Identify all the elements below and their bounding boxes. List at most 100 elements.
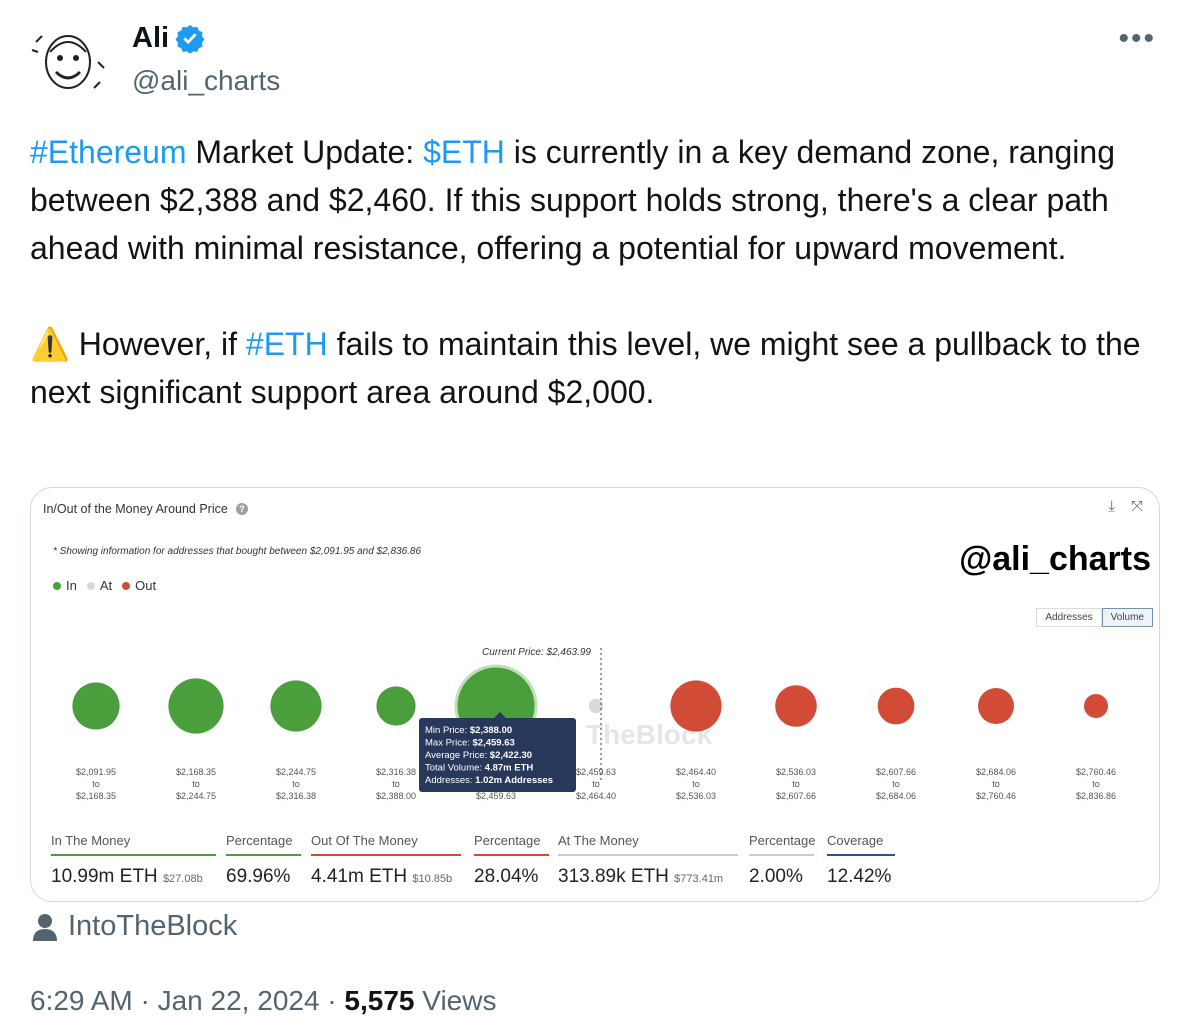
range-label: $2,536.03: [776, 767, 816, 777]
help-icon: ?: [235, 503, 248, 515]
range-label: $2,244.75: [276, 767, 316, 777]
range-label: $2,464.40: [576, 791, 616, 801]
tweet-text-segment: is currently in a key demand zone, rangi…: [30, 134, 1124, 266]
range-label: $2,091.95: [76, 767, 116, 777]
stat-at-the-money: At The Money 313.89k ETH $773.41m: [558, 833, 738, 888]
range-to: to: [92, 779, 100, 789]
legend-dot: [53, 581, 61, 590]
tooltip-key: Max Price:: [425, 738, 473, 749]
tooltip-row: Min Price: $2,388.00: [425, 725, 512, 736]
tweet-media-card[interactable]: In/Out of the Money Around Price ? ⤓ ⤧ *…: [30, 487, 1160, 902]
tooltip-row: Addresses: 1.02m Addresses: [425, 775, 553, 786]
bubble-at: [588, 698, 604, 714]
tooltip-box: [419, 718, 576, 792]
legend-item-out: Out: [122, 578, 156, 593]
card-toolbar: ⤓ ⤧: [1108, 498, 1143, 515]
range-label: $2,684.06: [876, 791, 916, 801]
tweet-text-segment: ⚠️ However, if: [30, 326, 246, 362]
bubble-in: [168, 678, 224, 734]
stat-usd-value: $27.08b: [162, 873, 203, 885]
metric-toggle: Addresses Volume: [1036, 608, 1153, 627]
stat-value: 2.00%: [749, 866, 803, 887]
stat-usd-value: $10.85b: [412, 873, 453, 885]
range-to: to: [1092, 779, 1100, 789]
tooltip-value: $2,422.30: [490, 750, 532, 761]
range-to: to: [392, 779, 400, 789]
stat-percentage: Percentage 69.96%: [226, 833, 301, 888]
range-to: to: [292, 779, 300, 789]
tooltip-key: Total Volume:: [425, 763, 485, 774]
legend-item-at: At: [86, 578, 113, 593]
stat-in-the-money: In The Money 10.99m ETH $27.08b: [51, 833, 216, 888]
tweet-text-segment: Market Update:: [186, 134, 424, 170]
range-label: $2,459.63: [576, 767, 616, 777]
more-options-icon[interactable]: •••: [1118, 22, 1156, 55]
bubble-out: [877, 687, 915, 725]
tweet-author: Ali @ali_charts: [132, 20, 280, 100]
avatar-meme-face-icon: [31, 35, 105, 89]
range-to: to: [792, 779, 800, 789]
range-label: $2,168.35: [176, 767, 216, 777]
stat-label: At The Money: [558, 833, 738, 856]
download-icon: ⤓: [1108, 498, 1115, 515]
chart-title-text: In/Out of the Money Around Price: [43, 502, 228, 516]
stat-label: In The Money: [51, 833, 216, 856]
range-label: $2,836.86: [1076, 791, 1116, 801]
tooltip-arrow: [494, 712, 506, 718]
legend-dot: [86, 581, 95, 590]
stat-out-of-the-money: Out Of The Money 4.41m ETH $10.85b: [311, 833, 461, 888]
bubble-out: [775, 685, 817, 727]
stat-value: 12.42%: [827, 866, 892, 887]
verified-badge-icon[interactable]: [175, 23, 205, 53]
toggle-addresses: Addresses: [1036, 608, 1102, 627]
stat-label: Percentage: [474, 833, 549, 856]
legend-label: At: [99, 578, 113, 593]
tooltip-value: 1.02m Addresses: [475, 775, 553, 786]
range-label: $2,244.75: [176, 791, 216, 801]
stat-label: Percentage: [749, 833, 816, 856]
tweet-paragraph-1: #Ethereum Market Update: $ETH is current…: [30, 134, 1124, 266]
legend-label: In: [66, 578, 77, 593]
stat-value: 69.96%: [226, 866, 291, 887]
bubble-out: [978, 688, 1014, 724]
tooltip-key: Addresses:: [425, 775, 475, 786]
range-label: $2,760.46: [976, 791, 1016, 801]
range-label: $2,316.38: [276, 791, 316, 801]
range-to: to: [892, 779, 900, 789]
bubble-chart: TheBlock$2,091.95to$2,168.35$2,168.35to$…: [72, 647, 1116, 801]
range-label: $2,607.66: [776, 791, 816, 801]
range-label: $2,316.38: [376, 767, 416, 777]
hashtag-link[interactable]: $ETH: [423, 134, 505, 170]
views-label: Views: [414, 985, 497, 1016]
hashtag-link[interactable]: #ETH: [245, 326, 328, 362]
stat-label: Coverage: [827, 833, 895, 856]
range-to: to: [992, 779, 1000, 789]
hashtag-link[interactable]: #Ethereum: [30, 134, 187, 170]
tweet-paragraph-2: ⚠️ However, if #ETH fails to maintain th…: [30, 326, 1149, 410]
chart-note: * Showing information for addresses that…: [53, 546, 422, 557]
author-name[interactable]: Ali: [132, 22, 170, 54]
tweet-timestamp[interactable]: 6:29 AM · Jan 22, 2024 ·: [30, 985, 345, 1016]
expand-icon: ⤧: [1130, 498, 1143, 515]
range-label: $2,760.46: [1076, 767, 1116, 777]
range-label: $2,684.06: [976, 767, 1016, 777]
tweet-meta: 6:29 AM · Jan 22, 2024 · 5,575 Views: [30, 985, 496, 1017]
stat-value: 10.99m ETH $27.08b: [51, 866, 203, 887]
range-label: $2,607.66: [876, 767, 916, 777]
range-label: $2,168.35: [76, 791, 116, 801]
range-label: $2,464.40: [676, 767, 716, 777]
media-source[interactable]: IntoTheBlock: [32, 910, 237, 943]
avatar[interactable]: [28, 22, 108, 102]
tweet-text-segment: fails to maintain this level, we might s…: [30, 326, 1150, 410]
author-handle[interactable]: @ali_charts: [132, 65, 281, 96]
tweet-text: #Ethereum Market Update: $ETH is current…: [30, 128, 1165, 416]
chart-legend: In At Out: [53, 578, 156, 593]
tooltip-row: Max Price: $2,459.63: [425, 738, 515, 749]
range-to: to: [192, 779, 200, 789]
source-name: IntoTheBlock: [68, 910, 238, 942]
stat-value: 4.41m ETH $10.85b: [311, 866, 453, 887]
tooltip-key: Min Price:: [425, 725, 470, 736]
person-icon: [33, 913, 57, 941]
range-to: to: [692, 779, 700, 789]
summary-stats: In The Money 10.99m ETH $27.08b Percentage…: [51, 833, 1151, 893]
